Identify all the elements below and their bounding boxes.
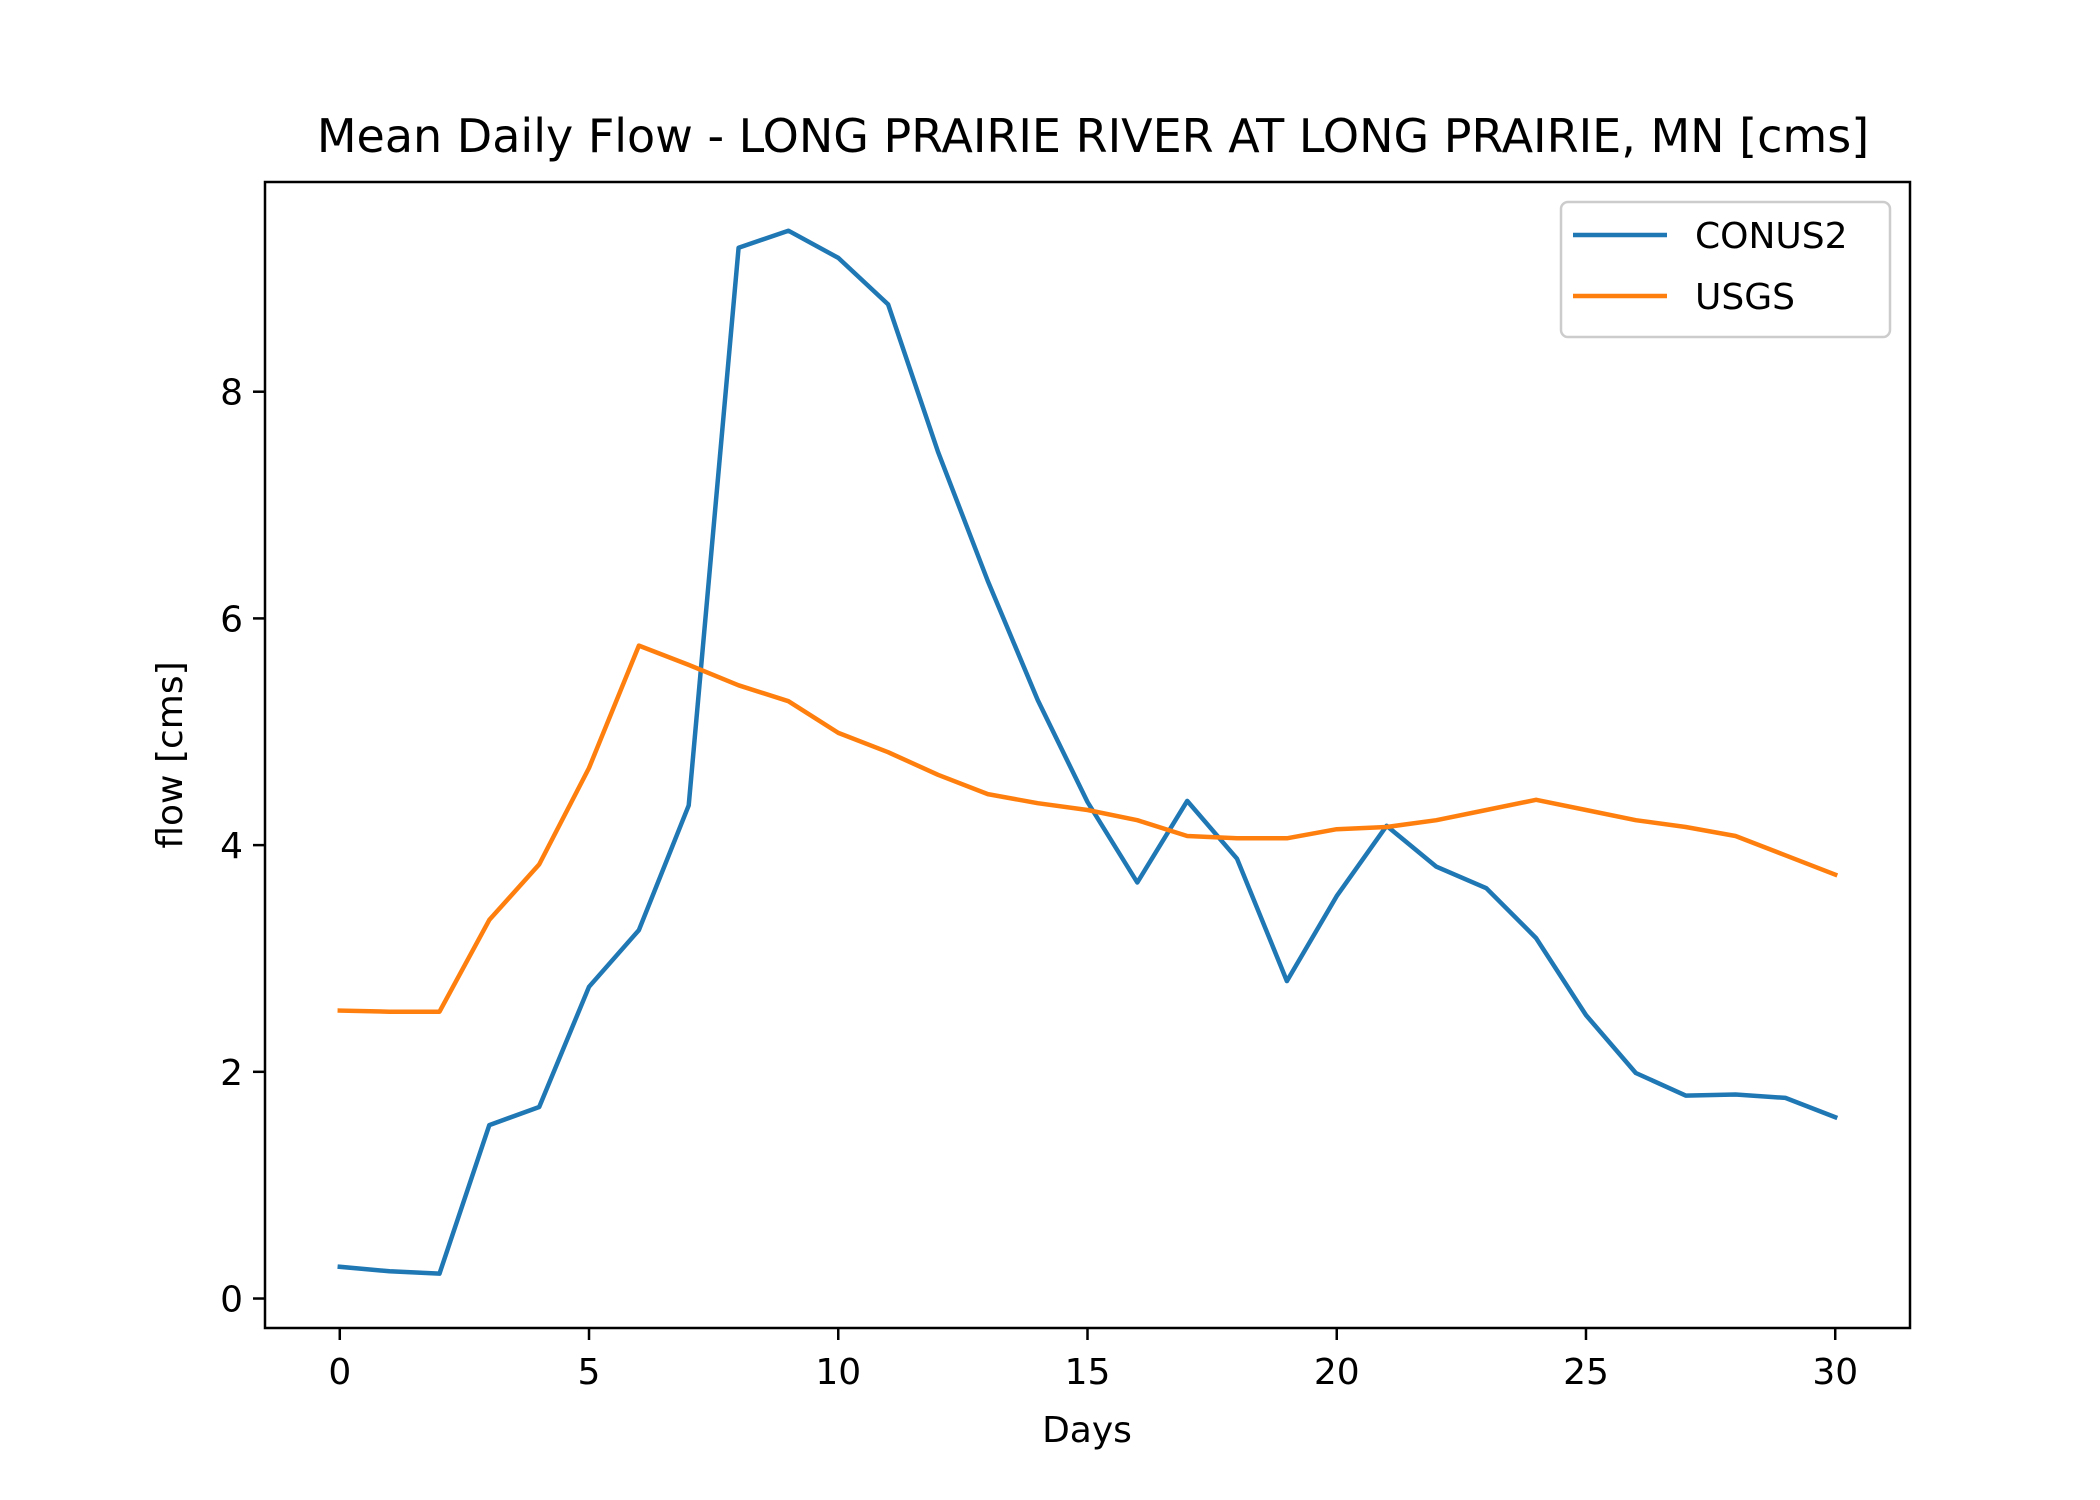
- x-tick-label: 30: [1812, 1352, 1858, 1393]
- x-axis-label: Days: [1042, 1410, 1132, 1451]
- x-tick-label: 10: [815, 1352, 861, 1393]
- legend-label-conus2: CONUS2: [1695, 216, 1848, 257]
- legend: CONUS2 USGS: [1559, 200, 1892, 339]
- x-tick-label: 25: [1563, 1352, 1609, 1393]
- y-tick-label: 8: [220, 373, 243, 414]
- x-tick-label: 15: [1065, 1352, 1111, 1393]
- x-axis-ticks: 0 5 10 15 20 25 30: [328, 1328, 1858, 1393]
- x-tick-label: 20: [1314, 1352, 1360, 1393]
- y-axis-ticks: 0 2 4 6 8: [220, 373, 265, 1321]
- chart-title: Mean Daily Flow - LONG PRAIRIE RIVER AT …: [317, 109, 1869, 163]
- series-line-usgs: [337, 643, 1839, 1014]
- lines-layer: [337, 228, 1839, 1276]
- x-tick-label: 5: [578, 1352, 601, 1393]
- y-tick-label: 0: [220, 1280, 243, 1321]
- y-tick-label: 2: [220, 1053, 243, 1094]
- series-line-conus2: [337, 228, 1839, 1276]
- legend-label-usgs: USGS: [1695, 277, 1795, 318]
- y-axis-label: flow [cms]: [150, 661, 191, 848]
- x-tick-label: 0: [328, 1352, 351, 1393]
- y-tick-label: 4: [220, 826, 243, 867]
- y-tick-label: 6: [220, 599, 243, 640]
